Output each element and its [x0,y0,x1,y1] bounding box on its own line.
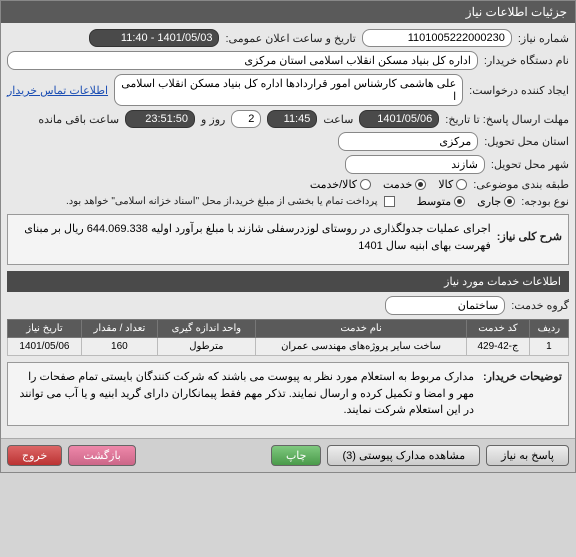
details-window: جزئیات اطلاعات نیاز شماره نیاز: 11010052… [0,0,576,473]
city-field: شازند [345,155,485,174]
buyer-notes-box: توضیحات خریدار: مدارک مربوط به استعلام م… [7,362,569,426]
days-field: 2 [231,110,261,128]
radio-icon [415,179,426,190]
class-label: طبقه بندی موضوعی: [473,178,569,191]
button-bar: پاسخ به نیاز مشاهده مدارک پیوستی (3) چاپ… [1,438,575,472]
creator-field: علی هاشمی کارشناس امور قراردادها اداره ک… [114,74,463,106]
window-title-text: جزئیات اطلاعات نیاز [466,5,567,19]
prepay-checkbox[interactable] [384,196,395,207]
buyer-notes-label: توضیحات خریدار: [482,369,562,419]
desc-header: شرح کلی نیاز: [497,229,562,246]
class-opt2-label: خدمت [383,178,412,191]
deadline-date-field: 1401/05/06 [359,110,439,128]
cell-unit: مترطول [157,338,255,356]
table-header-row: ردیف کد خدمت نام خدمت واحد اندازه گیری ت… [8,320,569,338]
col-unit: واحد اندازه گیری [157,320,255,338]
class-opt1-label: کالا [438,178,453,191]
class-option-goods[interactable]: کالا [438,178,467,191]
group-label: گروه خدمت: [511,299,569,312]
contact-buyer-link[interactable]: اطلاعات تماس خریدار [7,84,108,97]
days-label: روز و [201,113,225,126]
class-option-service[interactable]: خدمت [383,178,426,191]
need-number-label: شماره نیاز: [518,32,569,45]
prepay-label: پرداخت تمام یا بخشی از مبلغ خرید،از محل … [66,196,378,207]
desc-text: اجرای عملیات جدولگذاری در روستای لوزدرسف… [14,221,491,254]
col-qty: تعداد / مقدار [81,320,157,338]
class-opt3-label: کالا/خدمت [310,178,357,191]
deadline-label: مهلت ارسال پاسخ: تا تاریخ: [445,113,569,126]
creator-label: ایجاد کننده درخواست: [469,84,569,97]
need-number-field: 1101005222000230 [362,29,512,47]
countdown-field: 23:51:50 [125,110,195,128]
budget-option-medium[interactable]: متوسط [417,195,466,208]
buyer-org-field: اداره کل بنیاد مسکن انقلاب اسلامی استان … [7,51,478,70]
col-date: تاریخ نیاز [8,320,82,338]
class-radio-group: کالا خدمت کالا/خدمت [310,178,467,191]
col-row: ردیف [529,320,568,338]
window-titlebar: جزئیات اطلاعات نیاز [1,1,575,23]
radio-icon [456,179,467,190]
city-label: شهر محل تحویل: [491,158,569,171]
cell-date: 1401/05/06 [8,338,82,356]
remain-label: ساعت باقی مانده [38,113,119,126]
cell-row: 1 [529,338,568,356]
services-header: اطلاعات خدمات مورد نیاز [7,271,569,292]
form-content: شماره نیاز: 1101005222000230 تاریخ و ساع… [1,23,575,438]
table-row[interactable]: 1 ج-42-429 ساخت سایر پروژه‌های مهندسی عم… [8,338,569,356]
cell-name: ساخت سایر پروژه‌های مهندسی عمران [255,338,466,356]
announce-field: 1401/05/03 - 11:40 [89,29,219,47]
cell-qty: 160 [81,338,157,356]
print-button[interactable]: چاپ [271,445,322,466]
budget-opt0-label: جاری [477,195,501,208]
budget-radio-group: جاری متوسط [417,195,516,208]
radio-icon [454,196,465,207]
description-box: شرح کلی نیاز: اجرای عملیات جدولگذاری در … [7,214,569,265]
cell-code: ج-42-429 [467,338,529,356]
budget-label: نوع بودجه: [521,195,569,208]
time-label: ساعت [323,113,353,126]
announce-label: تاریخ و ساعت اعلان عمومی: [225,32,355,45]
budget-option-current[interactable]: جاری [477,195,515,208]
province-label: استان محل تحویل: [484,135,569,148]
col-name: نام خدمت [255,320,466,338]
buyer-notes-text: مدارک مربوط به استعلام مورد نظر به پیوست… [14,369,474,419]
group-field: ساختمان [385,296,505,315]
buyer-org-label: نام دستگاه خریدار: [484,54,569,67]
class-option-both[interactable]: کالا/خدمت [310,178,371,191]
attachments-button[interactable]: مشاهده مدارک پیوستی (3) [327,445,480,466]
col-code: کد خدمت [467,320,529,338]
back-button[interactable]: بازگشت [68,445,136,466]
exit-button[interactable]: خروج [7,445,62,466]
radio-icon [360,179,371,190]
services-table: ردیف کد خدمت نام خدمت واحد اندازه گیری ت… [7,319,569,356]
province-field: مرکزی [338,132,478,151]
radio-icon [504,196,515,207]
deadline-time-field: 11:45 [267,110,317,128]
respond-button[interactable]: پاسخ به نیاز [486,445,569,466]
budget-opt1-label: متوسط [417,195,452,208]
